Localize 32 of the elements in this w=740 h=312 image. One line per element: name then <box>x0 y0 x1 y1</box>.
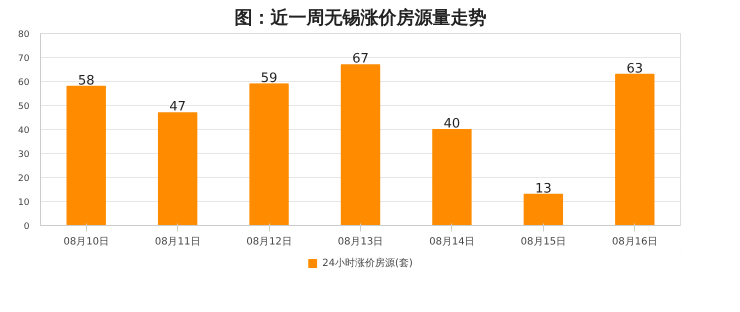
data-label: 13 <box>535 181 552 196</box>
bar <box>432 129 472 226</box>
legend-label: 24小时涨价房源(套) <box>322 256 413 270</box>
chart-title: 图：近一周无锡涨价房源量走势 <box>234 8 486 28</box>
data-label: 40 <box>444 116 460 132</box>
y-tick-label: 10 <box>18 198 30 208</box>
data-label: 47 <box>169 100 186 115</box>
data-label: 63 <box>626 61 644 76</box>
y-tick-label: 80 <box>18 30 30 40</box>
x-tick-label: 08月13日 <box>338 236 384 248</box>
x-tick-label: 08月12日 <box>246 236 292 248</box>
y-tick-label: 70 <box>18 54 30 64</box>
bar <box>524 194 564 226</box>
bar <box>249 83 289 226</box>
x-tick-label: 08月16日 <box>612 236 658 248</box>
x-tick-label: 08月14日 <box>429 236 475 248</box>
y-tick-label: 40 <box>18 126 30 136</box>
bar <box>615 74 654 226</box>
y-tick-label: 30 <box>18 150 30 160</box>
data-label: 59 <box>260 70 278 86</box>
y-tick-label: 0 <box>24 222 30 232</box>
y-tick-label: 60 <box>18 78 30 88</box>
data-label: 67 <box>352 52 369 67</box>
x-tick-label: 08月11日 <box>154 236 200 248</box>
x-tick-label: 08月15日 <box>520 236 566 248</box>
bar <box>66 86 106 226</box>
x-tick-label: 08月10日 <box>63 236 109 248</box>
bar <box>340 64 380 226</box>
y-tick-label: 50 <box>18 102 30 112</box>
data-label: 58 <box>78 73 94 88</box>
bar <box>158 112 198 226</box>
y-tick-label: 20 <box>18 174 30 184</box>
